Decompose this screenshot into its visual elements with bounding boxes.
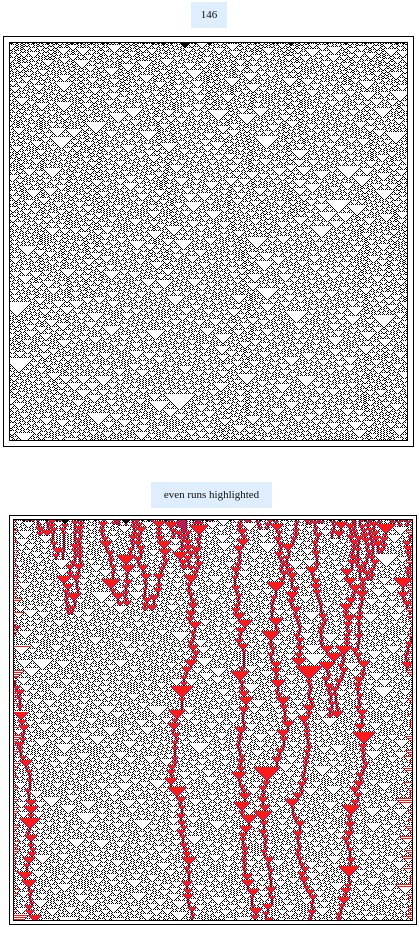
top-automaton-frame — [9, 42, 408, 441]
bottom-automaton-frame — [13, 519, 413, 921]
bottom-panel-caption: even runs highlighted — [151, 482, 272, 508]
rule-146-pattern — [10, 43, 407, 440]
top-panel-caption: 146 — [191, 2, 227, 28]
bottom-automaton-panel — [9, 515, 417, 925]
top-automaton-panel — [3, 36, 414, 447]
rule-146-even-runs-pattern — [14, 520, 412, 920]
